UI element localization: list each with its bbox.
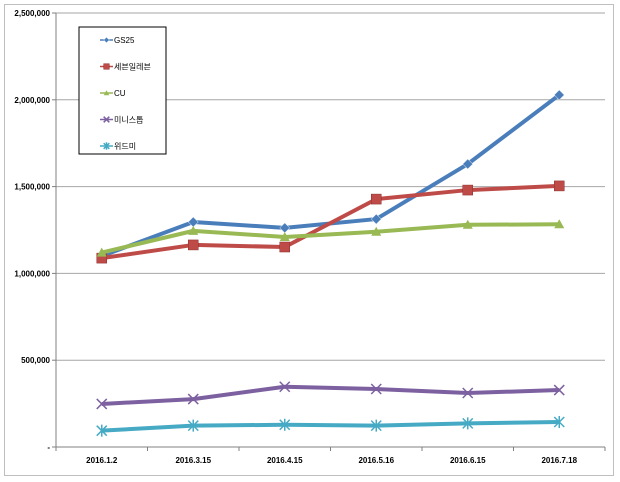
series-1	[96, 180, 565, 264]
y-tick-label: 2,000,000	[14, 96, 50, 105]
series-line	[101, 222, 560, 255]
data-point	[103, 142, 110, 150]
series-2	[96, 219, 565, 257]
data-point	[103, 90, 110, 96]
series-line	[101, 420, 560, 433]
y-tick-label: -	[47, 443, 50, 452]
y-tick-label: 1,500,000	[14, 183, 50, 192]
legend-item: 미니스톱	[100, 115, 143, 125]
y-tick-label: 1,000,000	[14, 269, 50, 278]
legend-label: 세븐일레븐	[114, 63, 151, 72]
data-point	[370, 383, 382, 395]
data-point	[96, 398, 108, 410]
legend-label: GS25	[114, 36, 135, 45]
data-point	[103, 116, 110, 123]
chart-frame	[4, 4, 614, 476]
data-point	[96, 424, 108, 437]
x-tick-label: 2016.7.18	[541, 456, 577, 465]
data-point	[553, 384, 565, 396]
data-point	[188, 225, 199, 235]
x-tick-label: 2016.5.16	[358, 456, 394, 465]
data-point	[188, 239, 199, 251]
y-tick-label: 2,500,000	[14, 9, 50, 18]
data-point	[553, 89, 565, 101]
legend-item: CU	[100, 89, 126, 98]
series-line	[101, 384, 560, 406]
data-point	[554, 219, 565, 229]
x-tick-label: 2016.1.2	[86, 456, 118, 465]
data-point	[553, 416, 565, 429]
data-point	[187, 216, 199, 228]
x-tick-label: 2016.4.15	[267, 456, 303, 465]
data-point	[96, 247, 107, 257]
legend-item: 세븐일레븐	[100, 63, 151, 72]
legend-label: 미니스톱	[114, 115, 143, 125]
legend-label: 위드미	[114, 142, 136, 151]
data-point	[462, 158, 474, 170]
x-tick-label: 2016.6.15	[450, 456, 486, 465]
data-point	[462, 417, 474, 430]
data-point	[103, 36, 110, 44]
data-point	[279, 418, 291, 431]
legend-item: 위드미	[100, 142, 136, 151]
series-4	[96, 416, 565, 437]
y-tick-label: 500,000	[21, 356, 50, 365]
data-point	[103, 63, 110, 70]
data-point	[279, 241, 290, 253]
data-point	[279, 381, 291, 393]
data-point	[371, 193, 382, 205]
data-point	[462, 184, 473, 196]
data-point	[371, 226, 382, 236]
data-point	[462, 219, 473, 229]
legend-box	[78, 26, 167, 155]
series-3	[96, 381, 565, 410]
data-point	[187, 419, 199, 432]
data-point	[279, 231, 290, 241]
data-point	[279, 222, 291, 234]
data-point	[187, 393, 199, 405]
data-point	[462, 387, 474, 399]
data-point	[370, 419, 382, 432]
legend-label: CU	[114, 89, 126, 98]
data-point	[554, 180, 565, 192]
legend-item: GS25	[100, 36, 135, 45]
series-line	[101, 93, 561, 258]
series-line	[101, 183, 560, 261]
data-point	[370, 213, 382, 225]
x-tick-label: 2016.3.15	[175, 456, 211, 465]
